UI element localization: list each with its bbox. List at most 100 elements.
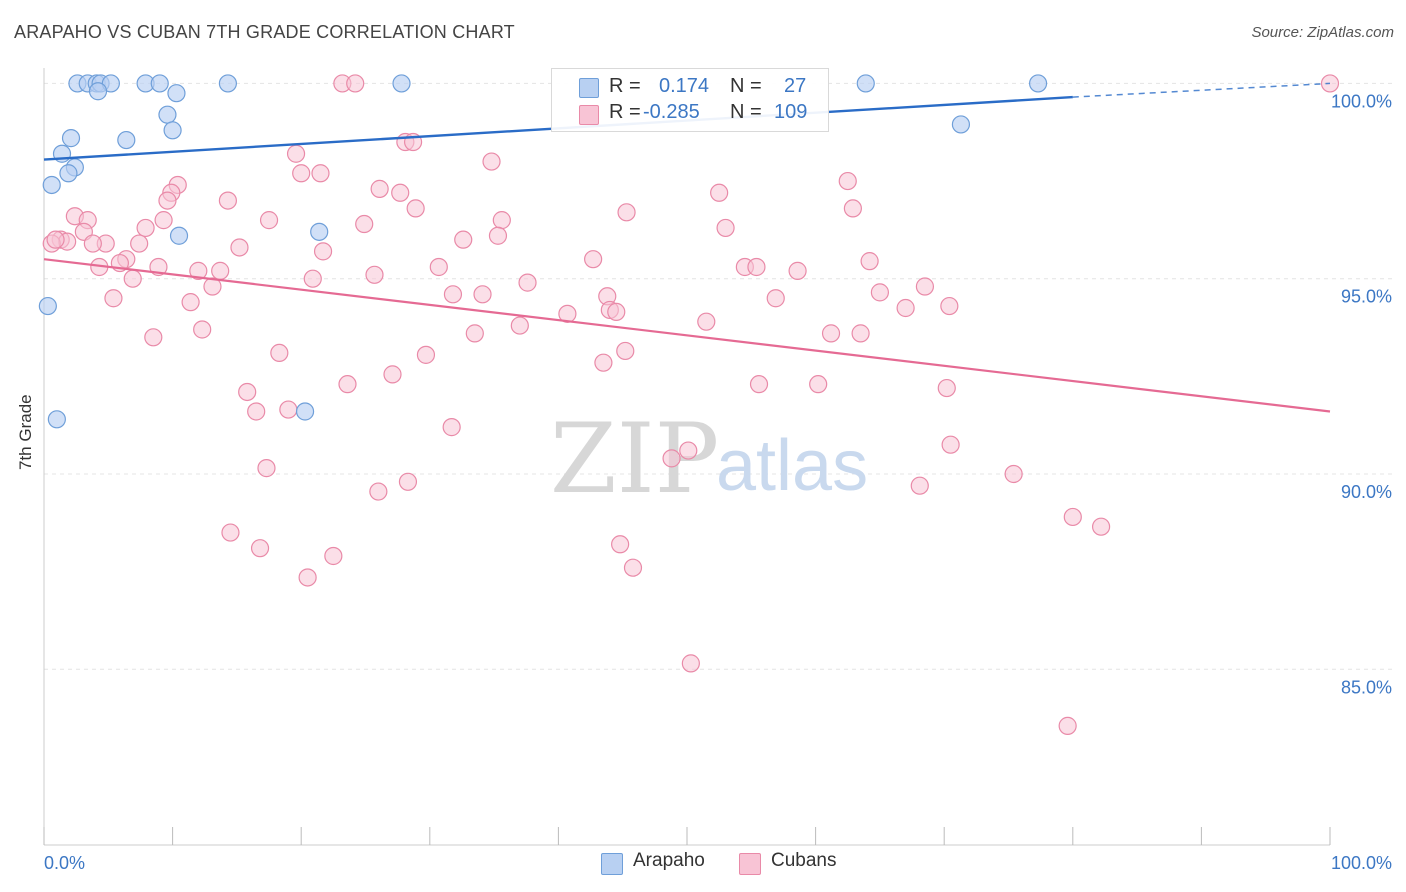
legend-arapaho-label: Arapaho <box>633 850 705 871</box>
arapaho-r-value: 0.174 <box>659 75 710 97</box>
cubans-point <box>896 298 915 318</box>
arapaho-point <box>59 164 78 183</box>
cubans-point <box>821 324 841 343</box>
arapaho-point <box>88 82 108 101</box>
watermark: ZIP atlas <box>550 403 868 515</box>
cubans-point <box>406 199 425 218</box>
chart-title: ARAPAHO VS CUBAN 7TH GRADE CORRELATION C… <box>14 22 515 42</box>
cubans-point <box>46 230 65 249</box>
cubans-point <box>238 382 257 402</box>
cubans-point <box>324 546 343 566</box>
cubans-point <box>584 250 603 269</box>
cubans-point <box>313 242 333 261</box>
n-label: N = <box>730 101 762 123</box>
cubans-stat-row: R = -0.285 N = 109 <box>609 101 807 129</box>
cubans-point <box>679 441 698 460</box>
cubans-point <box>937 378 956 398</box>
arapaho-point <box>295 402 315 421</box>
cubans-point <box>136 218 155 238</box>
arapaho-point <box>42 175 61 195</box>
arapaho-point <box>158 105 177 124</box>
cubans-point <box>83 234 102 253</box>
arapaho-point <box>169 226 189 245</box>
cubans-point <box>710 183 729 202</box>
cubans-point <box>860 252 879 271</box>
cubans-point <box>154 211 173 230</box>
cubans-point <box>1004 464 1023 484</box>
cubans-point <box>193 320 212 339</box>
cubans-point <box>611 535 630 554</box>
cubans-point <box>838 171 857 191</box>
cubans-point <box>270 343 289 363</box>
cubans-point <box>279 400 298 419</box>
arapaho-point <box>856 74 875 93</box>
cubans-point <box>488 226 508 245</box>
r-label: R = <box>609 101 641 123</box>
cubans-point <box>518 273 537 292</box>
cubans-point <box>788 261 807 280</box>
cubans-point <box>915 277 935 296</box>
cubans-point <box>391 183 410 202</box>
x-tick-label: 0.0% <box>44 853 85 873</box>
arapaho-point <box>117 130 136 150</box>
cubans-point <box>492 211 511 230</box>
cubans-point <box>870 283 890 302</box>
tick-labels: 85.0% 90.0% 95.0% 100.0% 0.0% 100.0% <box>44 91 1392 873</box>
cubans-point <box>259 211 279 230</box>
cubans-point <box>123 269 142 288</box>
cubans-point <box>473 285 492 304</box>
cubans-point <box>416 345 436 364</box>
cubans-point <box>292 164 311 183</box>
cubans-point <box>130 234 149 253</box>
cubans-point <box>1058 716 1077 735</box>
watermark-atlas: atlas <box>716 426 868 506</box>
cubans-trend-line <box>43 258 1331 413</box>
cubans-point <box>247 402 266 421</box>
cubans-point <box>1063 507 1082 527</box>
cubans-point <box>286 144 306 163</box>
cubans-point <box>398 472 418 491</box>
arapaho-point <box>150 74 169 93</box>
cubans-point <box>465 324 484 343</box>
cubans-point <box>365 265 384 284</box>
cubans-point <box>607 302 626 322</box>
cubans-point <box>211 261 230 280</box>
cubans-point <box>355 214 374 234</box>
arapaho-points <box>38 74 1048 429</box>
cubans-point <box>454 230 473 249</box>
y-tick-label: 95.0% <box>1341 287 1392 307</box>
cubans-point <box>766 289 785 308</box>
cubans-point <box>594 353 613 372</box>
arapaho-point <box>392 74 411 93</box>
cubans-point <box>203 277 222 296</box>
arapaho-point <box>310 222 329 241</box>
cubans-point <box>843 199 862 218</box>
watermark-zip: ZIP <box>550 403 719 515</box>
cubans-point <box>370 179 389 198</box>
arapaho-point <box>38 296 57 316</box>
cubans-point <box>338 375 357 394</box>
cubans-point <box>851 324 870 343</box>
x-tick-label: 100.0% <box>1331 853 1392 873</box>
cubans-point <box>697 312 716 331</box>
cubans-point <box>104 289 123 308</box>
y-tick-label: 100.0% <box>1331 91 1392 111</box>
legend-arapaho-swatch <box>601 853 623 875</box>
grid-lines <box>44 82 1392 670</box>
cubans-point <box>510 316 529 335</box>
cubans-point <box>230 238 249 257</box>
cubans-point <box>189 261 208 280</box>
arapaho-point <box>61 129 81 148</box>
axes <box>43 68 1331 846</box>
cubans-n-value: 109 <box>774 101 808 123</box>
source-label: Source: ZipAtlas.com <box>1251 24 1394 41</box>
cubans-point <box>749 375 769 394</box>
stats-legend: R = 0.174 N = 27 R = -0.285 N = 109 <box>551 68 829 132</box>
cubans-point <box>941 435 960 454</box>
y-tick-label: 90.0% <box>1341 482 1392 502</box>
arapaho-point <box>163 121 182 140</box>
y-tick-label: 85.0% <box>1341 677 1392 697</box>
arapaho-point <box>47 410 66 429</box>
cubans-point <box>346 74 365 93</box>
